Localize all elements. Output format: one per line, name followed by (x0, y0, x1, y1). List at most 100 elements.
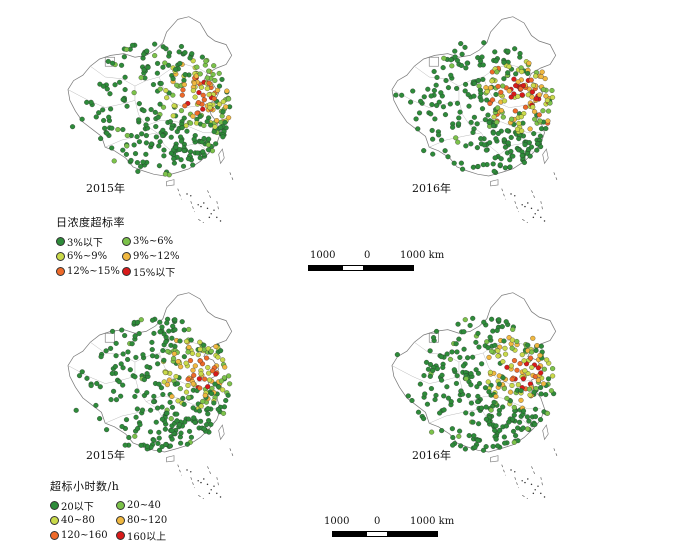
station-dot (493, 58, 499, 64)
station-dot (509, 382, 515, 388)
station-dot (439, 372, 445, 378)
station-dot (500, 114, 506, 120)
station-dot (223, 398, 229, 404)
legend-title: 日浓度超标率 (56, 216, 125, 229)
station-dot (475, 330, 481, 336)
station-dot (480, 447, 487, 453)
station-dot (157, 86, 163, 92)
station-dot (156, 381, 162, 387)
station-dot (120, 127, 126, 133)
station-dot (105, 58, 111, 64)
station-dot (212, 381, 218, 387)
station-dot (534, 147, 540, 153)
station-dot (537, 133, 544, 139)
station-dot (220, 387, 226, 393)
station-dot (158, 385, 165, 391)
station-dot (112, 82, 118, 88)
station-dot (493, 436, 499, 442)
station-dot (123, 46, 130, 52)
station-dot (533, 347, 539, 353)
station-dot (510, 326, 516, 332)
station-dot (493, 393, 499, 399)
station-dot (509, 376, 515, 382)
station-dot (169, 393, 175, 399)
station-dot (162, 426, 168, 432)
station-dot (160, 391, 166, 397)
station-dot (468, 400, 475, 406)
station-dot (525, 426, 531, 432)
station-dot (490, 161, 496, 167)
station-dot (458, 41, 464, 47)
legend-item: 12%~15% (56, 264, 122, 279)
station-dot (425, 366, 432, 372)
station-dot (493, 91, 499, 97)
station-dot (544, 357, 550, 363)
station-dot (527, 153, 533, 159)
station-dot (206, 136, 212, 142)
station-dot (452, 48, 458, 54)
station-dot (520, 408, 527, 414)
station-dot (531, 109, 538, 115)
station-dot (521, 358, 527, 364)
station-dot (475, 163, 481, 169)
scale-label-left: 1000 (310, 250, 336, 261)
station-dot (545, 376, 552, 382)
station-dot (178, 138, 185, 144)
station-dot (415, 409, 422, 415)
scale-bar-line (308, 265, 414, 271)
station-dot (141, 108, 147, 114)
station-dot (79, 369, 85, 375)
station-dot (138, 442, 144, 448)
station-dot (475, 78, 482, 84)
station-dot (180, 87, 186, 93)
station-dot (480, 162, 486, 168)
station-dot (120, 351, 126, 357)
station-dot (184, 441, 190, 447)
station-dot (481, 142, 488, 148)
station-dot (504, 395, 510, 401)
station-dot (118, 393, 124, 399)
station-dot (184, 128, 190, 134)
station-dot (393, 92, 399, 98)
station-dot (134, 406, 140, 412)
station-dot (115, 127, 121, 133)
station-dot (88, 99, 94, 105)
station-dot (125, 356, 131, 362)
station-dot (517, 419, 523, 425)
station-dot (428, 93, 434, 99)
station-dot (186, 326, 192, 332)
scale-label-left: 1000 (324, 516, 350, 527)
station-dot (151, 399, 157, 405)
legend-title: 超标小时数/h (50, 480, 120, 493)
station-dot (524, 414, 530, 420)
station-dot (159, 404, 165, 410)
station-dot (509, 116, 515, 122)
legend-dot-icon (56, 267, 65, 276)
station-dot (175, 398, 181, 404)
station-dot (538, 126, 545, 132)
station-dot (525, 92, 531, 98)
station-dot (478, 136, 484, 142)
station-dot (427, 348, 433, 354)
station-dot (535, 365, 541, 371)
station-dot (549, 94, 556, 100)
station-dot (179, 92, 185, 98)
station-dot (465, 392, 472, 398)
station-dot (109, 328, 116, 334)
station-dot (155, 114, 161, 120)
scale-label-zero: 0 (374, 516, 381, 527)
station-dot (462, 44, 468, 50)
station-dot (470, 354, 476, 360)
station-dot (133, 414, 139, 420)
station-dot (223, 104, 229, 110)
station-dot (196, 408, 203, 414)
station-dot (440, 65, 446, 71)
station-dot (444, 351, 450, 357)
station-dot (186, 394, 192, 400)
station-dot (489, 348, 495, 354)
station-dot (529, 364, 535, 370)
station-dot (436, 132, 442, 138)
station-dot (183, 389, 190, 395)
station-dot (478, 90, 484, 96)
station-dot (513, 433, 519, 439)
